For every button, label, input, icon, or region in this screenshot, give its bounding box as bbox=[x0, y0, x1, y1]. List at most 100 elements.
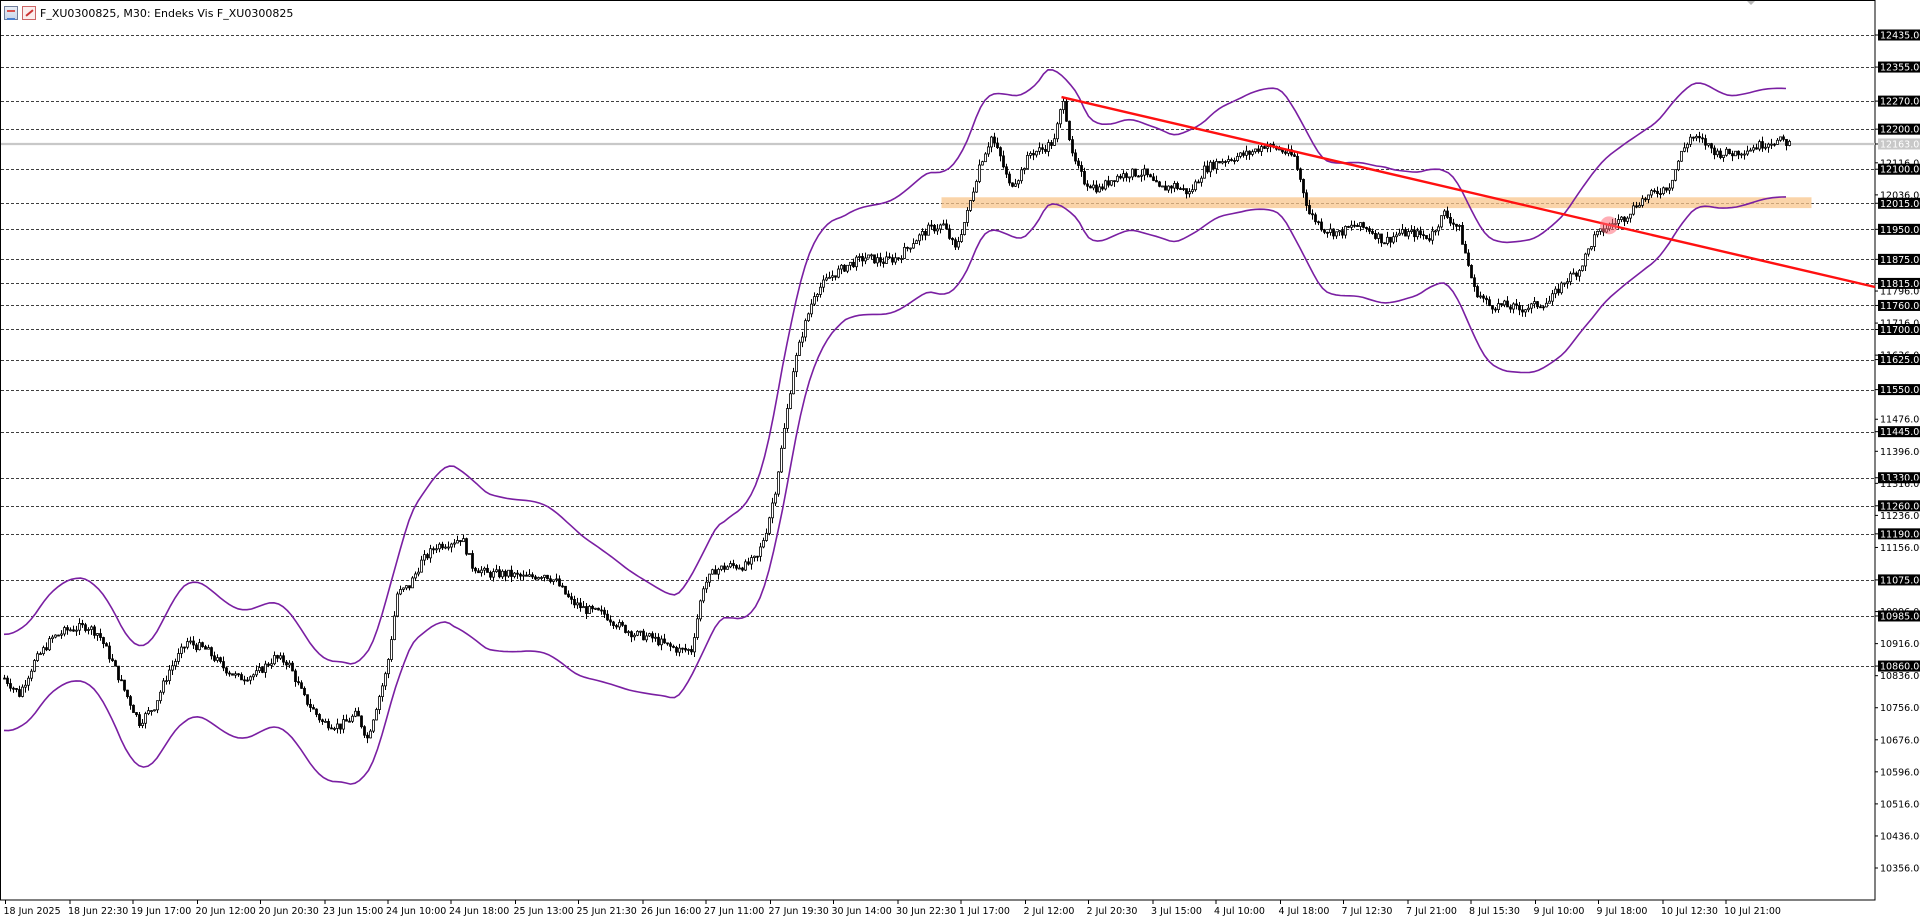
price-level-label-bg bbox=[1878, 528, 1920, 540]
time-axis-label: 20 Jun 12:00 bbox=[196, 906, 256, 917]
breakout-marker[interactable] bbox=[1600, 216, 1618, 235]
time-axis-label: 1 Jul 17:00 bbox=[959, 906, 1010, 917]
candle-body bbox=[924, 231, 927, 236]
candle-body bbox=[852, 261, 855, 268]
candle-body bbox=[1539, 306, 1542, 309]
candle-body bbox=[783, 427, 786, 449]
price-axis-label: 10985.00 bbox=[1880, 611, 1920, 622]
candle-body bbox=[633, 634, 636, 638]
candle-body bbox=[186, 641, 189, 648]
candle-body bbox=[1578, 270, 1581, 277]
candle-body bbox=[828, 276, 831, 279]
price-level-label-bg bbox=[1878, 123, 1920, 135]
time-axis-label: 9 Jul 18:00 bbox=[1597, 906, 1648, 917]
candle-body bbox=[717, 568, 720, 575]
candle-body bbox=[147, 710, 150, 715]
candle-body bbox=[1260, 146, 1263, 152]
candle-body bbox=[216, 657, 219, 661]
candle-body bbox=[1443, 210, 1446, 217]
candle-body bbox=[747, 561, 750, 565]
candle-body bbox=[591, 605, 594, 610]
candle-body bbox=[240, 674, 243, 681]
candle-body bbox=[201, 642, 204, 648]
candle-body bbox=[993, 136, 996, 144]
time-axis-label: 25 Jun 13:00 bbox=[514, 906, 574, 917]
candle-body bbox=[1479, 295, 1482, 298]
candle-body bbox=[81, 623, 84, 626]
candle-body bbox=[684, 647, 687, 651]
time-axis-label: 7 Jul 12:30 bbox=[1342, 906, 1393, 917]
candle-body bbox=[1569, 273, 1572, 283]
candle-body bbox=[12, 687, 15, 690]
candle-body bbox=[384, 673, 387, 687]
candle-body bbox=[834, 275, 837, 278]
candle-body bbox=[1122, 173, 1125, 179]
candle-body bbox=[1188, 191, 1191, 195]
candle-body bbox=[1491, 305, 1494, 310]
candle-body bbox=[798, 341, 801, 356]
candle-body bbox=[1002, 155, 1005, 168]
candle-body bbox=[1416, 230, 1419, 238]
candle-body bbox=[825, 277, 828, 281]
candle-body bbox=[804, 320, 807, 338]
candle-body bbox=[891, 257, 894, 263]
price-level-label-bg bbox=[1878, 384, 1920, 396]
candle-body bbox=[1224, 161, 1227, 163]
candle-body bbox=[1044, 148, 1047, 152]
candle-body bbox=[1038, 147, 1041, 152]
candle-body bbox=[1149, 174, 1152, 178]
candle-body bbox=[1617, 219, 1620, 224]
candle-body bbox=[309, 703, 312, 708]
candle-body bbox=[1668, 187, 1671, 191]
price-level-label-bg bbox=[1878, 323, 1920, 335]
candle-body bbox=[255, 670, 258, 676]
candle-body bbox=[840, 264, 843, 270]
time-axis-label: 23 Jun 15:00 bbox=[323, 906, 383, 917]
candle-body bbox=[1206, 165, 1209, 173]
candle-body bbox=[501, 570, 504, 578]
candle-body bbox=[1152, 176, 1155, 181]
chart-window-icon[interactable] bbox=[4, 6, 18, 20]
candle-body bbox=[273, 655, 276, 665]
chart-shift-marker-icon[interactable] bbox=[1746, 0, 1756, 5]
candle-body bbox=[567, 593, 570, 598]
support-zone-rectangle[interactable] bbox=[941, 197, 1812, 209]
candle-body bbox=[1551, 293, 1554, 302]
candle-body bbox=[1647, 194, 1650, 200]
candle-body bbox=[1500, 303, 1503, 306]
candle-body bbox=[768, 517, 771, 534]
candle-body bbox=[168, 669, 171, 682]
candle-body bbox=[1212, 161, 1215, 170]
candle-body bbox=[435, 548, 438, 551]
candle-body bbox=[1173, 183, 1176, 189]
candle-body bbox=[180, 646, 183, 654]
candle-body bbox=[585, 606, 588, 614]
time-axis-label: 24 Jun 18:00 bbox=[449, 906, 509, 917]
chart-title-bar: F_XU0300825, M30: Endeks Vis F_XU0300825 bbox=[4, 3, 293, 23]
candle-body bbox=[639, 630, 642, 633]
candle-body bbox=[999, 147, 1002, 157]
candle-body bbox=[198, 642, 201, 651]
candle-body bbox=[1161, 185, 1164, 188]
candle-body bbox=[294, 670, 297, 683]
candle-body bbox=[978, 164, 981, 182]
candle-body bbox=[531, 574, 534, 578]
candle-body bbox=[387, 659, 390, 675]
candle-body bbox=[489, 572, 492, 578]
candle-body bbox=[441, 543, 444, 549]
edit-pencil-icon[interactable] bbox=[22, 6, 36, 20]
candle-body bbox=[1098, 186, 1101, 193]
candle-body bbox=[1707, 143, 1710, 146]
candle-body bbox=[1626, 217, 1629, 222]
candle-body bbox=[1674, 169, 1677, 181]
candle-body bbox=[627, 631, 630, 634]
candle-body bbox=[456, 540, 459, 544]
price-axis-label: 11796.00 bbox=[1880, 287, 1920, 298]
candle-body bbox=[1107, 180, 1110, 186]
candle-body bbox=[573, 599, 576, 606]
candle-body bbox=[1767, 143, 1770, 148]
candle-body bbox=[1776, 139, 1779, 145]
resistance-trendline[interactable] bbox=[1061, 95, 1876, 289]
